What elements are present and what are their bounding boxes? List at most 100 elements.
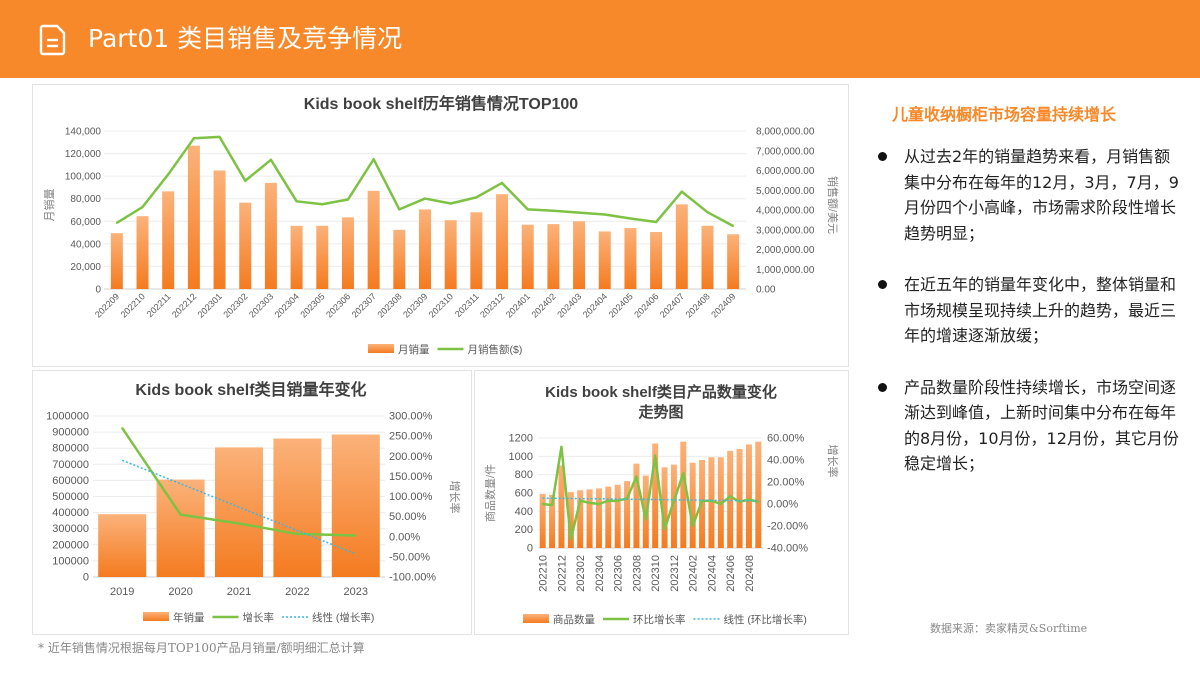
y2-tick-label: 6,000,000.00 — [756, 166, 815, 177]
x-tick-label: 202310 — [650, 555, 662, 592]
line-point — [680, 190, 683, 193]
x-tick-label: 202408 — [684, 291, 712, 319]
y2-tick-label: 0.00 — [756, 285, 776, 296]
x-tick-label: 202210 — [538, 555, 550, 592]
y-tick-label: 500000 — [52, 491, 89, 503]
line-point — [424, 197, 426, 200]
y2-tick-label: 200.00% — [389, 451, 433, 463]
bar — [680, 441, 687, 548]
x-tick-label: 202307 — [350, 291, 378, 319]
y2-tick-label: 50.00% — [389, 511, 427, 523]
line-point — [644, 518, 647, 521]
insight-text: 产品数量阶段性持续增长，市场空间逐渐达到峰值，上新时间集中分布在每年的8月份，1… — [904, 377, 1179, 474]
chart-title: Kids book shelf类目产品数量变化走势图 — [545, 383, 777, 421]
y2-tick-label: 60.00% — [767, 433, 805, 445]
line-point — [398, 208, 401, 211]
line-point — [732, 224, 735, 227]
bar — [273, 438, 322, 577]
y-tick-label: 0 — [83, 572, 89, 584]
line-point — [551, 504, 554, 507]
y-tick-label: 60,000 — [70, 217, 101, 228]
insights-panel: 儿童收纳橱柜市场容量持续增长 从过去2年的销量趋势来看，月销售额集中分布在每年的… — [866, 100, 1186, 477]
x-tick-label: 202311 — [453, 291, 481, 319]
yearly-sales-chart: Kids book shelf类目销量年变化 0 100000 200000 30000… — [32, 370, 472, 635]
bar — [595, 488, 602, 548]
y-tick-label: 800000 — [52, 443, 89, 455]
y2-tick-label: 150.00% — [389, 471, 433, 483]
y2-tick-label: -20.00% — [767, 521, 808, 533]
line-point — [691, 525, 694, 527]
product-count-chart: Kids book shelf类目产品数量变化走势图 0 200 400 600 800 1… — [474, 370, 849, 635]
line-point — [607, 499, 610, 502]
line-point — [296, 532, 299, 535]
bar — [689, 462, 696, 548]
bar — [624, 228, 637, 289]
line-point — [655, 221, 658, 224]
slide-header: Part01 类目销售及竞争情况 — [0, 0, 1200, 78]
y2-axis-title: 增长率 — [448, 481, 462, 514]
bar — [162, 191, 175, 289]
y2-axis-title: 销售额/美元 — [826, 176, 840, 234]
bar — [316, 225, 329, 289]
line-point — [501, 181, 504, 184]
y-tick-label: 600000 — [52, 475, 89, 487]
line-point — [526, 208, 529, 211]
x-tick-label: 202402 — [688, 555, 700, 592]
bar — [573, 221, 586, 289]
bar — [239, 202, 252, 289]
y-tick-label: 1000 — [509, 451, 533, 463]
line-point — [372, 158, 375, 161]
line-point — [552, 209, 555, 212]
x-tick-label: 202409 — [709, 291, 737, 319]
legend-swatch-bar — [368, 344, 394, 353]
y-tick-label: 100000 — [52, 555, 89, 567]
chart-title: Kids book shelf类目销量年变化 — [135, 380, 366, 399]
x-tick-label: 202304 — [273, 291, 301, 319]
bar — [419, 209, 431, 289]
bar — [290, 225, 303, 289]
bar — [633, 463, 640, 548]
y-tick-label: 600 — [515, 488, 533, 500]
monthly-sales-chart: Kids book shelf历年销售情况TOP100 0 20,000 40,000… — [32, 84, 849, 367]
insight-bullet: 在近五年的销量年变化中，整体销量和市场规模呈现持续上升的趋势，最近三年的增速逐渐… — [866, 272, 1186, 349]
line-point — [321, 203, 324, 206]
x-tick-label: 202306 — [613, 555, 625, 592]
legend-label: 环比增长率 — [633, 613, 686, 626]
x-tick-label: 202305 — [298, 291, 326, 319]
insight-text: 在近五年的销量年变化中，整体销量和市场规模呈现持续上升的趋势，最近三年的增速逐渐… — [904, 275, 1177, 345]
x-tick-label: 2021 — [227, 586, 251, 598]
line-point — [569, 538, 572, 541]
insights-heading: 儿童收纳橱柜市场容量持续增长 — [892, 105, 1117, 124]
y2-tick-label: 0.00% — [767, 499, 798, 511]
x-tick-label: 202408 — [744, 555, 756, 592]
x-tick-label: 202211 — [145, 291, 173, 319]
line-point — [346, 198, 349, 201]
x-tick-label: 202405 — [607, 291, 635, 319]
bar — [110, 233, 123, 289]
bar — [567, 492, 574, 548]
x-tick-label: 2019 — [110, 586, 134, 598]
y-tick-label: 400 — [515, 506, 533, 518]
bar — [98, 514, 147, 577]
x-tick-label: 202310 — [427, 291, 455, 319]
line-point — [578, 211, 581, 214]
bar — [670, 464, 677, 548]
x-tick-label: 2022 — [285, 586, 309, 598]
x-tick-label: 202302 — [575, 555, 587, 592]
y-axis-title: 月销量 — [42, 189, 56, 222]
y2-tick-label: -40.00% — [767, 543, 808, 555]
bar — [736, 449, 743, 548]
bar — [367, 190, 380, 289]
legend-label: 线性 (增长率) — [312, 611, 374, 624]
x-tick-label: 2023 — [344, 586, 368, 598]
line-point — [244, 179, 247, 182]
bar — [187, 145, 200, 289]
y2-tick-label: 8,000,000.00 — [756, 127, 815, 138]
bar — [549, 494, 556, 548]
x-tick-label: 202209 — [93, 291, 121, 319]
bar — [614, 484, 621, 548]
y-tick-label: 900000 — [52, 427, 89, 439]
line-point — [706, 211, 709, 214]
y-tick-label: 200000 — [52, 539, 89, 551]
bar — [701, 225, 714, 289]
